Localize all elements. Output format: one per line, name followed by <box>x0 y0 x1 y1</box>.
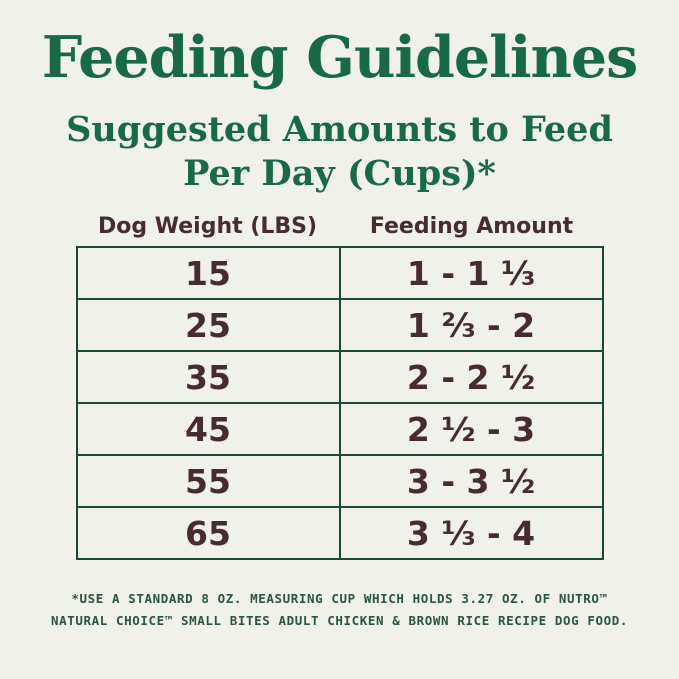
column-header-feeding-amount: Feeding Amount <box>369 214 574 240</box>
subtitle-line-1: Suggested Amounts to Feed <box>66 108 613 150</box>
table-row: 35 2 - 2 ½ <box>75 350 604 405</box>
table-row: 45 2 ½ - 3 <box>75 402 604 457</box>
dog-weight-cell: 65 <box>75 506 341 561</box>
table-row: 25 1 ⅔ - 2 <box>75 298 604 353</box>
feeding-amount-cell: 1 - 1 ⅓ <box>338 246 604 301</box>
dog-weight-cell: 35 <box>75 350 341 405</box>
subtitle-line-2: Per Day (Cups)* <box>183 153 496 195</box>
feeding-table-body: 15 1 - 1 ⅓ 25 1 ⅔ - 2 35 2 - 2 ½ 45 2 ½ … <box>75 246 604 561</box>
feeding-amount-cell: 2 ½ - 3 <box>338 402 604 457</box>
column-header-dog-weight: Dog Weight (LBS) <box>97 214 318 240</box>
footnote-line-1: *USE A STANDARD 8 OZ. MEASURING CUP WHIC… <box>71 591 608 607</box>
feeding-amount-cell: 3 ⅓ - 4 <box>338 506 604 561</box>
table-row: 55 3 - 3 ½ <box>75 454 604 509</box>
page-title: Feeding Guidelines <box>41 24 639 91</box>
dog-weight-cell: 55 <box>75 454 341 509</box>
table-row: 15 1 - 1 ⅓ <box>75 246 604 301</box>
page-subtitle: Suggested Amounts to Feed Per Day (Cups)… <box>0 108 679 198</box>
feeding-table: 15 1 - 1 ⅓ 25 1 ⅔ - 2 35 2 - 2 ½ 45 2 ½ … <box>75 246 604 561</box>
dog-weight-cell: 45 <box>75 402 341 457</box>
footnote: *USE A STANDARD 8 OZ. MEASURING CUP WHIC… <box>0 588 679 632</box>
table-column-headers: Dog Weight (LBS) Feeding Amount <box>76 214 604 239</box>
dog-weight-cell: 15 <box>75 246 341 301</box>
feeding-amount-cell: 1 ⅔ - 2 <box>338 298 604 353</box>
dog-weight-cell: 25 <box>75 298 341 353</box>
feeding-amount-cell: 3 - 3 ½ <box>338 454 604 509</box>
table-row: 65 3 ⅓ - 4 <box>75 506 604 561</box>
feeding-amount-cell: 2 - 2 ½ <box>338 350 604 405</box>
footnote-line-2: NATURAL CHOICE™ SMALL BITES ADULT CHICKE… <box>51 613 628 629</box>
